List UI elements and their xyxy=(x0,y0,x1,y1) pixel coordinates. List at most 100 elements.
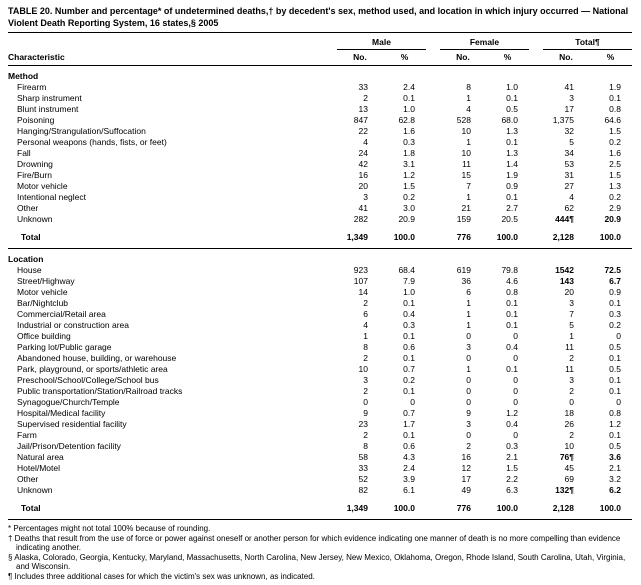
value-cell: 27 xyxy=(564,181,574,191)
value-cell: 0.1 xyxy=(609,353,621,363)
value-cell: 10 xyxy=(461,126,471,136)
value-cell: 16 xyxy=(461,452,471,462)
table-row: Farm 2 0.1 0 0 2 0.1 xyxy=(8,430,632,441)
table-row: Drowning 42 3.1 11 1.4 53 2.5 xyxy=(8,159,632,170)
row-label: Natural area xyxy=(17,452,64,462)
table-row: Jail/Prison/Detention facility 8 0.6 2 0.3 10… xyxy=(8,441,632,452)
subheader-pct: % xyxy=(382,49,426,66)
value-cell: 2,128 xyxy=(552,232,574,242)
value-cell: 33 xyxy=(358,82,368,92)
row-label: Motor vehicle xyxy=(17,181,68,191)
value-cell: 1.3 xyxy=(609,181,621,191)
table-row: Unknown 82 6.1 49 6.3 132¶ 6.2 xyxy=(8,485,632,496)
value-cell: 20.9 xyxy=(398,214,415,224)
row-label: Poisoning xyxy=(17,115,55,125)
column-gap xyxy=(529,331,543,342)
value-cell: 5 xyxy=(569,137,574,147)
row-label: Other xyxy=(17,474,39,484)
table-row: Personal weapons (hands, fists, or feet)… xyxy=(8,137,632,148)
value-cell: 0.1 xyxy=(403,353,415,363)
value-cell: 2 xyxy=(363,298,368,308)
value-cell: 4 xyxy=(363,320,368,330)
column-gap xyxy=(529,353,543,364)
value-cell: 0.5 xyxy=(609,342,621,352)
column-gap xyxy=(529,159,543,170)
column-gap xyxy=(426,115,440,126)
value-cell: 0.5 xyxy=(506,104,518,114)
value-cell: 0 xyxy=(513,375,518,385)
value-cell: 0.1 xyxy=(609,298,621,308)
value-cell: 31 xyxy=(564,170,574,180)
subheader-pct: % xyxy=(589,49,632,66)
value-cell: 444¶ xyxy=(555,214,574,224)
value-cell: 52 xyxy=(358,474,368,484)
value-cell: 42 xyxy=(358,159,368,169)
table-row: Unknown 282 20.9 159 20.5 444¶ 20.9 xyxy=(8,214,632,225)
value-cell: 15 xyxy=(461,170,471,180)
value-cell: 0.2 xyxy=(609,137,621,147)
column-gap xyxy=(426,181,440,192)
value-cell: 0 xyxy=(513,386,518,396)
subheader-no: No. xyxy=(439,49,486,66)
section-label: Location xyxy=(8,248,632,265)
column-gap xyxy=(426,170,440,181)
value-cell: 20.5 xyxy=(501,214,518,224)
value-cell: 10 xyxy=(358,364,368,374)
column-gap xyxy=(426,192,440,203)
value-cell: 2.9 xyxy=(609,203,621,213)
group-header-row: Male Female Total¶ xyxy=(8,32,632,50)
table-header: Male Female Total¶ Characteristic No. % … xyxy=(8,32,632,66)
footnote-undetermined-definition: † Deaths that result from the use of for… xyxy=(8,533,621,553)
value-cell: 0.1 xyxy=(609,386,621,396)
value-cell: 0 xyxy=(466,430,471,440)
column-gap xyxy=(529,126,543,137)
column-gap xyxy=(426,126,440,137)
value-cell: 4 xyxy=(363,137,368,147)
row-label: Parking lot/Public garage xyxy=(17,342,112,352)
value-cell: 0.1 xyxy=(506,93,518,103)
value-cell: 4 xyxy=(569,192,574,202)
row-label: Hanging/Strangulation/Suffocation xyxy=(17,126,146,136)
column-gap xyxy=(529,203,543,214)
table-row: Industrial or construction area 4 0.3 1 0.1 5… xyxy=(8,320,632,331)
column-gap xyxy=(529,485,543,496)
column-gap xyxy=(426,386,440,397)
column-gap xyxy=(529,430,543,441)
value-cell: 2,128 xyxy=(552,503,574,513)
value-cell: 3.6 xyxy=(609,452,621,462)
value-cell: 0.2 xyxy=(609,320,621,330)
column-gap xyxy=(426,474,440,485)
value-cell: 0 xyxy=(616,397,621,407)
column-gap xyxy=(529,170,543,181)
value-cell: 72.5 xyxy=(604,265,621,275)
value-cell: 2.7 xyxy=(506,203,518,213)
total-row: Total 1,349 100.0 776 100.0 2,128 100.0 xyxy=(8,496,632,520)
value-cell: 0.1 xyxy=(403,298,415,308)
row-label: Blunt instrument xyxy=(17,104,79,114)
value-cell: 1.9 xyxy=(506,170,518,180)
row-label: Abandoned house, building, or warehouse xyxy=(17,353,177,363)
table-row: Public transportation/Station/Railroad t… xyxy=(8,386,632,397)
column-gap xyxy=(529,408,543,419)
column-gap xyxy=(426,342,440,353)
value-cell: 0 xyxy=(513,397,518,407)
table-row: Park, playground, or sports/athletic are… xyxy=(8,364,632,375)
value-cell: 159 xyxy=(456,214,471,224)
row-label: Park, playground, or sports/athletic are… xyxy=(17,364,168,374)
column-gap xyxy=(529,148,543,159)
group-header-spacer xyxy=(8,33,337,50)
value-cell: 32 xyxy=(564,126,574,136)
table-row: Office building 1 0.1 0 0 1 0 xyxy=(8,331,632,342)
value-cell: 282 xyxy=(353,214,368,224)
column-gap xyxy=(529,441,543,452)
column-gap xyxy=(426,159,440,170)
value-cell: 45 xyxy=(564,463,574,473)
column-gap xyxy=(529,137,543,148)
value-cell: 0.3 xyxy=(403,320,415,330)
column-gap xyxy=(426,496,440,520)
value-cell: 3.0 xyxy=(403,203,415,213)
value-cell: 4.3 xyxy=(403,452,415,462)
footnote-unknown-sex: ¶ Includes three additional cases for wh… xyxy=(8,571,315,581)
table-row: Sharp instrument 2 0.1 1 0.1 3 0.1 xyxy=(8,93,632,104)
